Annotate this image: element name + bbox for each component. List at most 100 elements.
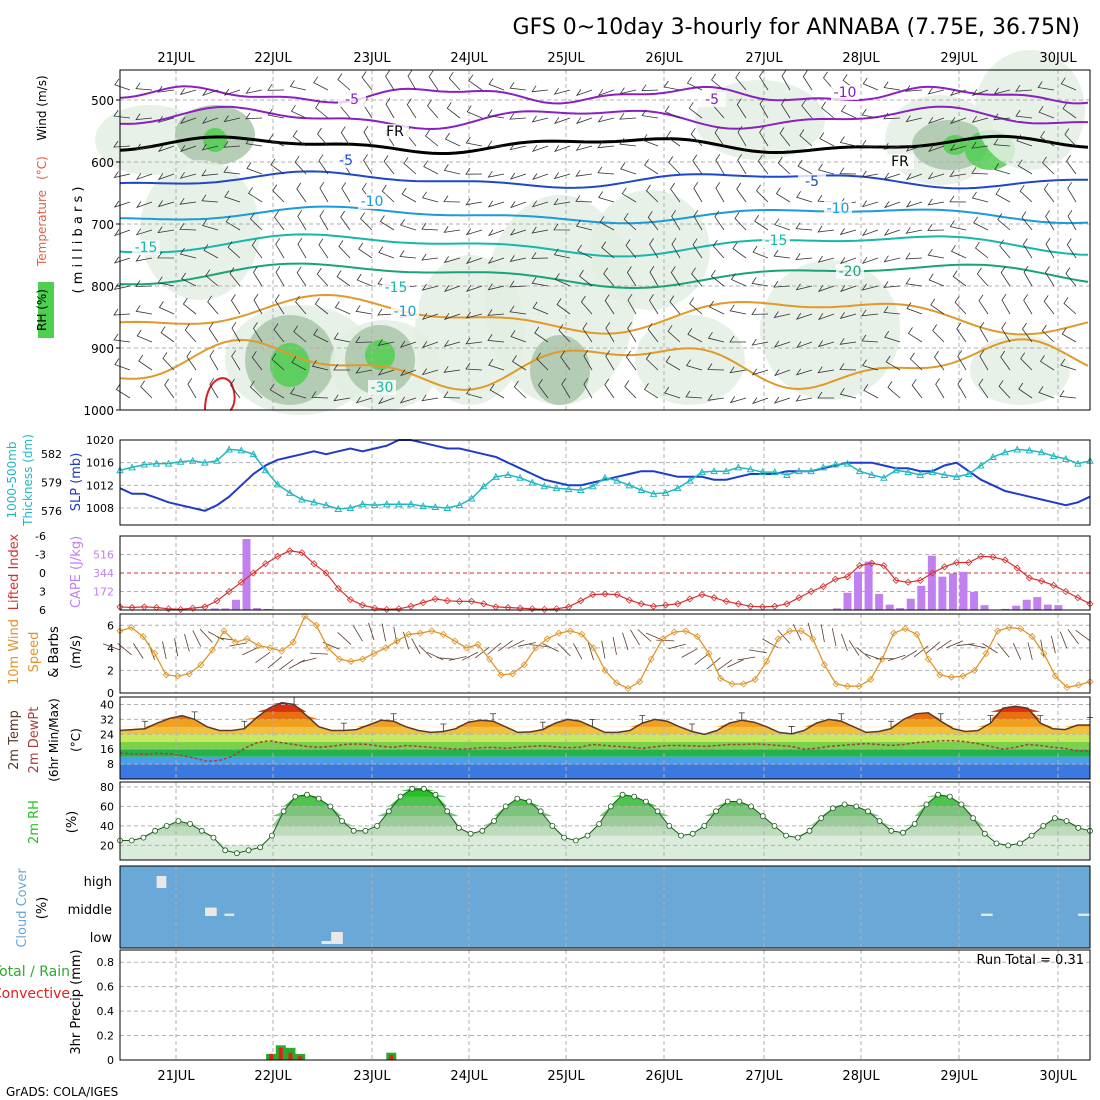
wind-barb-64: [224, 190, 241, 203]
wind-barb-241: [553, 117, 571, 125]
wind-barb-450: [927, 248, 945, 259]
wind10-barb-30: [448, 656, 467, 661]
x-label-bottom-0: 21JUL: [157, 1069, 195, 1084]
wind10-barb-64: [848, 640, 860, 656]
wind-barb-283: [626, 266, 637, 287]
temp-frame: [119, 696, 1091, 780]
wind-barb-494: [1016, 134, 1033, 147]
thickness-point-24: [407, 500, 415, 508]
wind10-point-18: [324, 644, 332, 652]
wind10-ylabel-3: & Barbs: [47, 626, 62, 678]
wind10-point-42: [601, 666, 609, 674]
contour-line-20: [119, 262, 1089, 290]
cape-bar-12: [242, 539, 251, 610]
lifted-index-point-70: [965, 558, 973, 567]
thickness-point-68: [940, 470, 949, 478]
wind10-barb-60: [807, 622, 814, 641]
x-label-top-7: 28JUL: [842, 51, 880, 66]
wind10-point-23: [382, 644, 390, 652]
wind-barb-238: [536, 352, 549, 371]
wind10-point-84: [1086, 678, 1094, 686]
wind-barb-89: [274, 210, 285, 231]
wind-barb-303: [668, 156, 681, 175]
wind-barb-263: [583, 377, 593, 399]
wind-barb-7: [113, 283, 131, 291]
wind-barb-427: [883, 281, 901, 288]
lifted-index-point-50: [722, 597, 730, 605]
contour-label-0: -5: [345, 92, 359, 108]
wind10-barb-51: [694, 653, 710, 665]
rh-shade-19: [975, 50, 1085, 170]
wind-barb-19: [135, 280, 153, 287]
thickness-point-4: [164, 459, 173, 467]
wind10-barb-62: [831, 628, 837, 647]
wind-barb-514: [1039, 355, 1055, 371]
upper-air-panel: -5 -5 -10 FR FR -5 -5 -10 -10 -15 -15 -20 -15 -10 -30 5…: [35, 50, 1091, 418]
temp-minmax-bar-2: [141, 720, 148, 729]
wind-barb-527: [1059, 390, 1077, 399]
thickness-point-15: [298, 495, 306, 503]
wind-barb-361: [781, 98, 791, 119]
rh2m-point-46: [654, 808, 661, 815]
wind-barb-457: [949, 117, 967, 125]
thickness-point-67: [928, 468, 937, 476]
wind-barb-203: [465, 387, 483, 399]
thickness-point-47: [686, 476, 694, 484]
precip-bar-conv-3: [298, 1056, 303, 1060]
wind-barb-288: [641, 84, 659, 92]
lifted-index-point-64: [892, 576, 900, 584]
cloud-ytick-high: high: [84, 875, 112, 890]
wind-barb-143: [355, 396, 373, 404]
wind-barb-409: [861, 108, 879, 119]
rh-shade-14: [760, 260, 900, 400]
thickness-point-1: [128, 463, 136, 471]
wind-barb-278: [619, 137, 637, 147]
wind10-point-62: [832, 680, 840, 688]
lifted-index-point-31: [492, 603, 500, 611]
thickness-point-16: [310, 498, 318, 506]
rh2m-point-33: [502, 803, 509, 810]
wind-barb-88: [272, 184, 285, 203]
upper-ytick-5: 1000: [83, 404, 114, 418]
wind10-point-34: [509, 670, 517, 678]
wind-barb-13: [135, 113, 153, 121]
thickness-line: [119, 448, 1091, 510]
wind-barb-32: [158, 301, 175, 315]
wind-barb-55: [205, 269, 219, 287]
wind-barb-2: [113, 140, 131, 148]
cape-ytick-left-3: 3: [39, 586, 46, 599]
wind10-point-81: [1051, 672, 1059, 680]
rh2m-point-6: [187, 821, 194, 827]
slp-bg: [120, 440, 1090, 525]
wind10-barb-26: [411, 638, 421, 655]
contour-label-bg-6: [798, 174, 826, 189]
wind-barb-157: [406, 98, 417, 119]
wind-barb-443: [911, 379, 923, 399]
thickness-point-62: [867, 470, 876, 478]
thickness-point-71: [977, 461, 985, 469]
cape-bar-76: [917, 585, 926, 610]
wind-barb-201: [465, 337, 483, 345]
wind10-barb-68: [887, 654, 906, 662]
wind-barb-327: [715, 153, 725, 175]
x-label-bottom-6: 27JUL: [745, 1069, 783, 1084]
lifted-index-point-36: [552, 605, 561, 613]
lifted-index-point-20: [358, 601, 367, 609]
wind-barb-5: [113, 229, 131, 237]
wind-barb-346: [729, 366, 747, 374]
contour-label-12: -15: [385, 280, 408, 296]
wind-barb-70: [231, 350, 241, 371]
temp-band-4: [120, 734, 1090, 742]
wind-barb-166: [399, 369, 417, 377]
temp-minmax-bar-66: [937, 713, 944, 722]
wind10-point-6: [185, 670, 193, 678]
wind-barb-521: [1067, 209, 1077, 231]
wind-barb-477: [979, 321, 989, 343]
wind-barb-329: [714, 210, 725, 231]
wind-barb-317: [693, 209, 703, 231]
wind-barb-102: [297, 237, 307, 259]
rh2m-point-16: [304, 791, 310, 798]
lifted-index-point-7: [201, 603, 209, 611]
rh2m-point-29: [455, 824, 462, 831]
wind-barb-14: [135, 143, 153, 151]
